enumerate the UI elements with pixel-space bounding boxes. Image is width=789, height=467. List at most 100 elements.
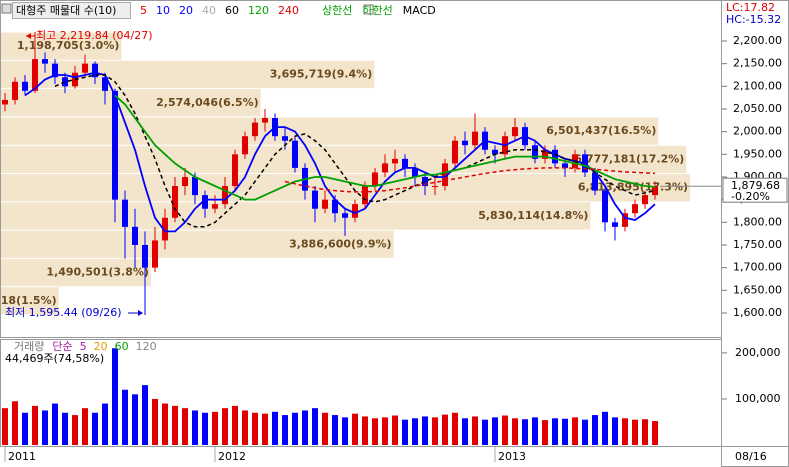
candle-body xyxy=(642,195,648,205)
volume-bar xyxy=(642,419,648,445)
candle-body xyxy=(282,136,288,141)
volume-bar xyxy=(302,410,308,445)
candle-body xyxy=(92,63,98,78)
profile-label: 1,198,705(3.0%) xyxy=(17,39,120,52)
volume-bar xyxy=(462,418,468,445)
chart-title: 대형주 매물대 수(10) xyxy=(16,4,116,17)
volume-bar xyxy=(112,348,118,445)
volume-bar xyxy=(342,417,348,445)
volume-bar xyxy=(652,421,658,445)
y-tick-label: 1,700.00 xyxy=(733,261,782,274)
title-box[interactable] xyxy=(12,2,131,19)
volume-bar xyxy=(582,419,588,445)
legend-entry[interactable]: 60 xyxy=(225,4,239,17)
candle-body xyxy=(452,140,458,164)
y-tick-label: 2,150.00 xyxy=(733,57,782,70)
volume-bar xyxy=(322,412,328,445)
volume-bar xyxy=(252,412,258,445)
volume-bar xyxy=(92,412,98,445)
candle-body xyxy=(432,186,438,188)
volume-bar xyxy=(602,411,608,445)
candle-body xyxy=(632,204,638,214)
candle-body xyxy=(602,190,608,223)
y-tick-label: 1,800.00 xyxy=(733,215,782,228)
volume-legend-entry: 60 xyxy=(115,340,129,353)
volume-bar xyxy=(242,410,248,445)
overlay-entry[interactable]: 상한선 xyxy=(322,4,352,17)
candle-body xyxy=(392,158,398,164)
ma-line xyxy=(54,74,656,228)
volume-bar xyxy=(632,419,638,445)
volume-bar xyxy=(212,411,218,445)
volume-bar xyxy=(392,415,398,445)
candle-body xyxy=(462,140,468,146)
overlay-entry[interactable]: MACD xyxy=(403,4,436,17)
low-annotation: 최저 1,595.44 (09/26) xyxy=(5,306,122,319)
axes: 2,200.00 2,150.00 2,100.00 2,050.00 2,000.00… xyxy=(660,34,788,405)
legend-entry[interactable]: 240 xyxy=(278,4,299,17)
legend-entry[interactable]: 120 xyxy=(248,4,269,17)
profile-label: 5,830,114(14.8%) xyxy=(478,209,588,222)
profile-label: 579,018(1.5%) xyxy=(0,294,57,307)
candle-body xyxy=(42,59,48,64)
volume-bar xyxy=(272,411,278,445)
overlay-entry[interactable]: 하한선 xyxy=(362,3,392,17)
candle-body xyxy=(32,59,38,91)
volume-title: 거래량 xyxy=(14,340,44,353)
legend-entry[interactable]: 10 xyxy=(156,4,170,17)
volume-bar xyxy=(412,418,418,445)
legend-entry[interactable]: 5 xyxy=(140,4,147,17)
volume-bar xyxy=(32,405,38,445)
high-annotation: 최고 2,219.84 (04/27) xyxy=(36,29,153,42)
candle-body xyxy=(622,213,628,227)
volume-bar xyxy=(102,403,108,445)
candle-body xyxy=(162,217,168,241)
candle-body xyxy=(552,149,558,164)
candle-body xyxy=(312,190,318,209)
profile-bar xyxy=(0,202,591,230)
volume-bar xyxy=(72,415,78,445)
x-tick-label: 2012 xyxy=(218,450,246,463)
volume-bar xyxy=(172,405,178,445)
volume-bar xyxy=(442,414,448,445)
candle-body xyxy=(102,77,108,91)
volume-bar xyxy=(202,412,208,445)
volume-bar xyxy=(612,417,618,445)
y-tick-label: 1,750.00 xyxy=(733,238,782,251)
candle-body xyxy=(232,154,238,187)
candle-body xyxy=(372,172,378,187)
profile-bar xyxy=(0,32,122,60)
candle-body xyxy=(82,63,88,73)
volume-bar xyxy=(312,408,318,445)
candle-body xyxy=(222,186,228,205)
profile-bar xyxy=(0,287,59,315)
high-arrowhead xyxy=(26,33,31,39)
candle-body xyxy=(12,81,18,100)
volume-bar xyxy=(362,416,368,445)
volume-bar xyxy=(422,416,428,445)
volume-bar xyxy=(492,417,498,445)
volume-bar xyxy=(372,418,378,445)
volume-bar xyxy=(402,419,408,445)
volume-tick-label: 200,000 xyxy=(735,346,781,359)
legend-entry[interactable]: 20 xyxy=(179,4,193,17)
volume-info: 44,469주(74,58%) xyxy=(5,352,104,365)
candle-body xyxy=(412,167,418,177)
candle-body xyxy=(532,145,538,159)
candle-body xyxy=(142,244,148,268)
candle-body xyxy=(342,213,348,218)
candle-body xyxy=(492,149,498,155)
indicator: HC:-15.32 xyxy=(726,13,781,26)
macd-checkbox[interactable] xyxy=(363,4,374,15)
current-date: 08/16 xyxy=(735,450,767,463)
volume-bar xyxy=(592,415,598,445)
volume-bar xyxy=(512,418,518,445)
candle-body xyxy=(332,199,338,214)
candle-body xyxy=(512,127,518,137)
candle-body xyxy=(122,199,128,227)
legend-entry[interactable]: 40 xyxy=(202,4,216,17)
volume-bar xyxy=(542,420,548,445)
profile-label: 6,777,181(17.2%) xyxy=(574,152,684,165)
candle-body xyxy=(152,240,158,268)
panel-icon[interactable] xyxy=(1,3,12,14)
